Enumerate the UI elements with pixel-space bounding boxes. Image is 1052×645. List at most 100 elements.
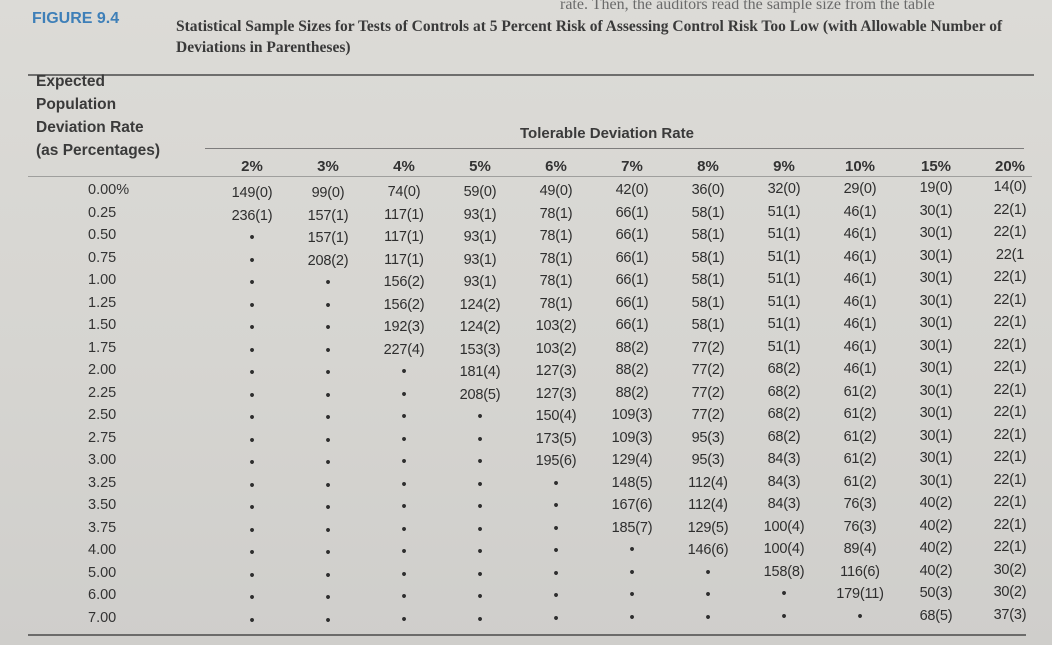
table-cell: 30(1)	[919, 427, 953, 444]
table-cell: 156(2)	[383, 296, 425, 313]
deviation-rate-label: 2.00	[88, 362, 117, 378]
table-cell: •	[325, 477, 331, 494]
table-cell: 157(1)	[307, 207, 349, 224]
column-header: 10%	[844, 158, 876, 175]
table-cell: 78(1)	[539, 250, 573, 267]
table-cell: 51(1)	[767, 293, 801, 310]
table-cell: 51(1)	[767, 316, 801, 332]
table-cell: 68(2)	[767, 406, 801, 422]
table-cell: 93(1)	[463, 251, 497, 268]
table-cell: 22(1)	[993, 426, 1027, 443]
table-cell: •	[249, 410, 255, 426]
table-cell: 149(0)	[231, 185, 273, 201]
table-cell: 22(1)	[993, 336, 1027, 353]
table-cell: 32(0)	[767, 181, 801, 197]
table-cell: 127(3)	[535, 363, 577, 379]
table-cell: •	[249, 567, 255, 584]
table-cell: 76(3)	[843, 518, 877, 535]
table-cell: 76(3)	[843, 496, 877, 512]
table-cell: 77(2)	[691, 384, 725, 401]
table-cell: •	[249, 365, 255, 381]
deviation-rate-label: 6.00	[88, 587, 117, 603]
previous-text-fragment: rate. Then, the auditors read the sample…	[560, 0, 935, 13]
table-cell: •	[249, 230, 255, 246]
table-cell: 46(1)	[843, 293, 877, 310]
table-cell: 46(1)	[843, 248, 877, 265]
tolerable-deviation-rate-header: Tolerable Deviation Rate	[520, 125, 694, 142]
table-cell: 42(0)	[615, 182, 649, 198]
table-cell: 30(1)	[919, 472, 953, 489]
table-cell: 30(1)	[919, 270, 953, 286]
table-cell: 192(3)	[383, 319, 425, 335]
deviation-rate-label: 3.50	[88, 497, 117, 513]
column-header: 3%	[317, 158, 339, 175]
table-cell: 77(2)	[691, 339, 725, 356]
table-cell: •	[325, 500, 331, 516]
table-cell: 46(1)	[843, 226, 877, 242]
table-cell: •	[401, 589, 407, 605]
table-cell: 30(1)	[919, 360, 953, 376]
table-cell: 22(1)	[993, 539, 1027, 555]
table-cell: 30(1)	[919, 405, 953, 421]
table-cell: •	[629, 542, 635, 558]
table-cell: 117(1)	[384, 251, 424, 268]
table-cell: 30(2)	[993, 561, 1027, 578]
table-cell: 58(1)	[691, 249, 725, 266]
table-cell: •	[249, 612, 255, 629]
table-cell: •	[629, 587, 635, 603]
table-cell: •	[781, 608, 787, 625]
table-cell: •	[553, 588, 559, 604]
table-cell: 51(1)	[767, 248, 801, 265]
table-cell: 22(1	[995, 246, 1025, 263]
table-cell: 89(4)	[843, 541, 877, 557]
table-cell: 30(1)	[919, 337, 953, 354]
table-cell: •	[325, 455, 331, 471]
table-cell: •	[477, 476, 483, 493]
table-cell: 78(1)	[539, 205, 573, 222]
table-cell: 30(1)	[919, 315, 953, 331]
column-header: 7%	[621, 158, 643, 175]
table-cell: 61(2)	[843, 406, 877, 422]
deviation-rate-label: 0.00%	[88, 182, 130, 198]
table-cell: •	[249, 545, 255, 561]
table-cell: •	[249, 275, 255, 291]
table-cell: 22(1)	[993, 201, 1027, 218]
table-cell: 22(1)	[993, 381, 1027, 398]
table-cell: •	[325, 387, 331, 404]
table-cell: 236(1)	[231, 207, 273, 224]
table-cell: 58(1)	[691, 272, 725, 288]
table-cell: •	[249, 455, 255, 471]
table-cell: •	[857, 608, 863, 625]
table-cell: 66(1)	[615, 249, 649, 266]
table-cell: 100(4)	[763, 541, 805, 557]
deviation-rate-label: 2.50	[88, 407, 117, 423]
table-cell: 68(5)	[919, 607, 953, 624]
table-cell: •	[325, 522, 331, 539]
table-cell: 46(1)	[843, 338, 877, 355]
column-header: 15%	[920, 158, 952, 175]
table-cell: 124(2)	[459, 319, 501, 335]
table-cell: 66(1)	[615, 204, 649, 221]
table-cell: 51(1)	[767, 271, 801, 287]
table-cell: 22(1)	[993, 516, 1027, 533]
table-cell: 185(7)	[611, 519, 653, 536]
table-cell: •	[477, 521, 483, 538]
table-cell: •	[401, 476, 407, 493]
table-cell: •	[781, 586, 787, 602]
column-header: 20%	[994, 158, 1026, 175]
table-cell: 59(0)	[463, 184, 497, 200]
table-cell: •	[705, 609, 711, 626]
figure-label: FIGURE 9.4	[32, 10, 120, 27]
table-cell: •	[629, 609, 635, 626]
table-cell: 30(1)	[919, 292, 953, 309]
table-cell: •	[401, 521, 407, 538]
table-cell: 29(0)	[843, 181, 877, 197]
table-cell: 66(1)	[615, 272, 649, 288]
table-cell: 46(1)	[843, 203, 877, 220]
table-cell: 30(1)	[919, 202, 953, 219]
table-cell: 93(1)	[463, 274, 497, 290]
table-cell: 22(1)	[993, 291, 1027, 308]
table-cell: •	[325, 612, 331, 629]
table-cell: •	[553, 543, 559, 559]
